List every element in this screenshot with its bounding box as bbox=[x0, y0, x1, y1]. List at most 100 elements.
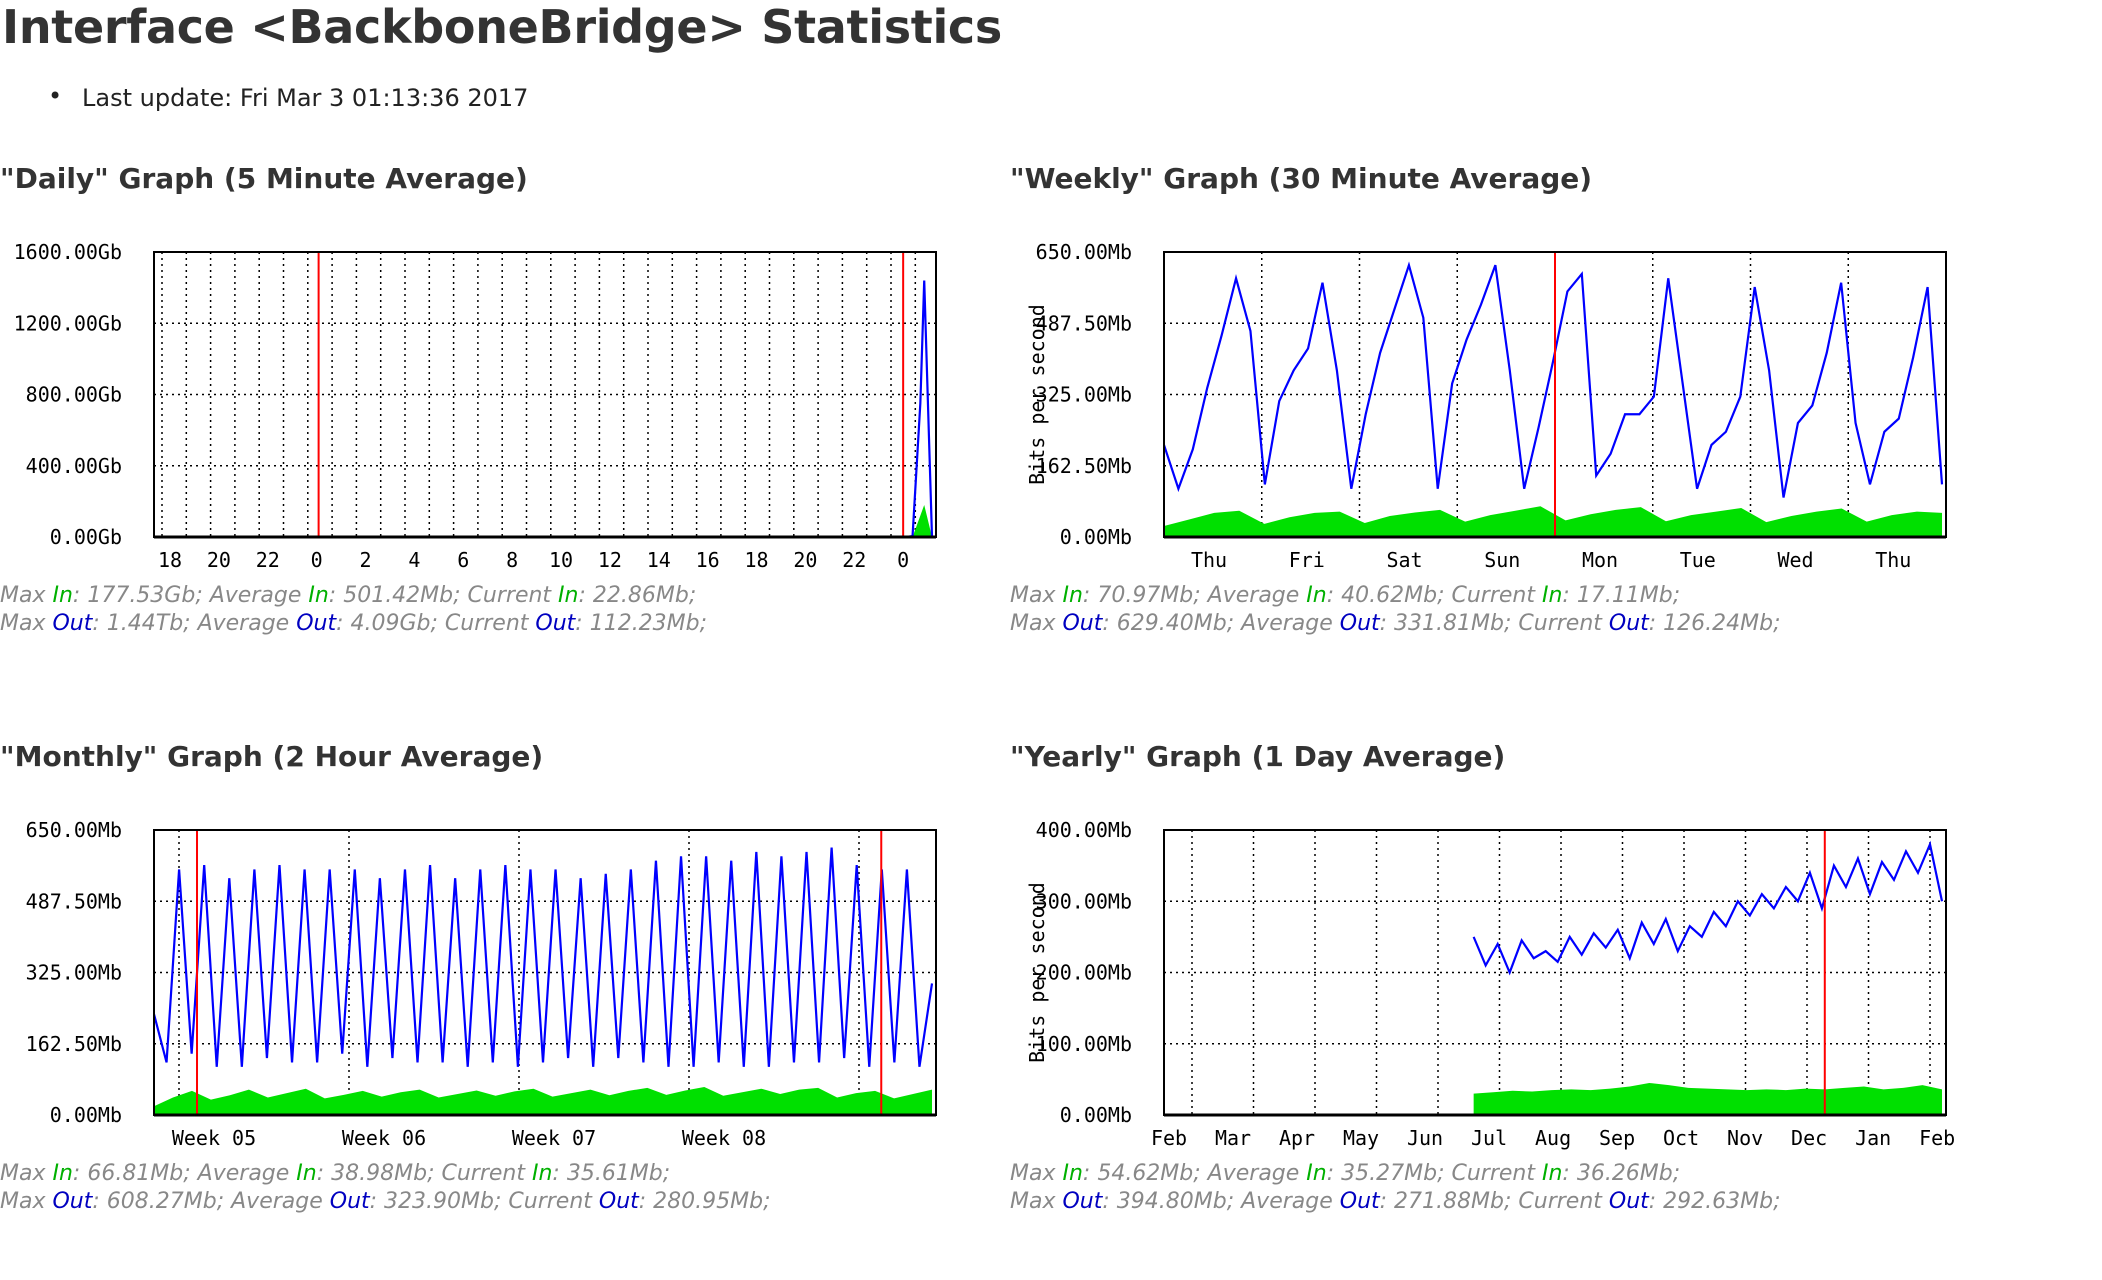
x-tick-label: 20 bbox=[793, 548, 817, 572]
y-tick-label: 400.00Gb bbox=[26, 454, 122, 478]
stat-value: : 280.95Mb; bbox=[638, 1189, 771, 1214]
y-tick-label: 300.00Mb bbox=[1036, 889, 1132, 913]
x-tick-label: 16 bbox=[696, 548, 720, 572]
in-label: In bbox=[1306, 1161, 1327, 1186]
stats-out-line: Max Out: 608.27Mb; Average Out: 323.90Mb… bbox=[0, 1188, 771, 1216]
y-tick-label: 800.00Gb bbox=[26, 383, 122, 407]
x-tick-label: 8 bbox=[506, 548, 518, 572]
stats-label: Average bbox=[197, 1161, 297, 1186]
graph-title: "Weekly" Graph (30 Minute Average) bbox=[1010, 162, 1593, 195]
y-tick-label: 0.00Mb bbox=[50, 1103, 122, 1127]
y-tick-label: 325.00Mb bbox=[1036, 383, 1132, 407]
stats-in-line: Max In: 177.53Gb; Average In: 501.42Mb; … bbox=[0, 582, 707, 610]
out-label: Out bbox=[598, 1189, 639, 1214]
graph-stats: Max In: 54.62Mb; Average In: 35.27Mb; Cu… bbox=[1010, 1160, 1781, 1216]
x-tick-label: Week 08 bbox=[682, 1126, 766, 1150]
in-label: In bbox=[308, 583, 329, 608]
stats-out-line: Max Out: 629.40Mb; Average Out: 331.81Mb… bbox=[1010, 610, 1781, 638]
stats-label: Average bbox=[1207, 583, 1307, 608]
bullet-icon: • bbox=[48, 82, 63, 110]
x-tick-label: Sat bbox=[1386, 548, 1422, 572]
stats-label: Current bbox=[444, 611, 536, 636]
weekly-graph-panel: "Weekly" Graph (30 Minute Average) 0.00M… bbox=[1010, 162, 2010, 702]
graph-title: "Yearly" Graph (1 Day Average) bbox=[1010, 740, 1506, 773]
stats-label: Average bbox=[1207, 1161, 1307, 1186]
page-title: Interface <BackboneBridge> Statistics bbox=[2, 0, 1002, 54]
y-axis-label: Bits per second bbox=[1025, 882, 1049, 1063]
weekly-graph: 0.00Mb 162.50Mb 325.00Mb 487.50Mb 650.00Mb Th… bbox=[1025, 240, 1947, 572]
series-in-area bbox=[1164, 506, 1942, 537]
series-out-line bbox=[152, 847, 934, 1067]
in-label: In bbox=[1062, 1161, 1083, 1186]
stat-value: : 126.24Mb; bbox=[1648, 611, 1781, 636]
stats-label: Current bbox=[1451, 583, 1542, 608]
graph-stats: Max In: 177.53Gb; Average In: 501.42Mb; … bbox=[0, 582, 707, 638]
stats-label: Max bbox=[1010, 1189, 1063, 1214]
in-label: In bbox=[52, 1161, 73, 1186]
stat-value: : 177.53Gb; bbox=[72, 583, 210, 608]
x-tick-label: Mar bbox=[1215, 1126, 1251, 1150]
x-tick-label: Oct bbox=[1663, 1126, 1699, 1150]
y-tick-label: 1600.00Gb bbox=[14, 240, 122, 264]
stat-value: : 323.90Mb; bbox=[369, 1189, 509, 1214]
stats-label: Max bbox=[0, 583, 53, 608]
stats-label: Max bbox=[0, 611, 53, 636]
x-tick-label: Thu bbox=[1875, 548, 1911, 572]
stats-label: Current bbox=[441, 1161, 532, 1186]
out-label: Out bbox=[1339, 1189, 1380, 1214]
stat-value: : 271.88Mb; bbox=[1379, 1189, 1519, 1214]
x-tick-label: Fri bbox=[1289, 548, 1325, 572]
y-tick-label: 100.00Mb bbox=[1036, 1032, 1132, 1056]
stat-value: : 331.81Mb; bbox=[1379, 611, 1519, 636]
stats-label: Current bbox=[1518, 611, 1609, 636]
last-update: • Last update: Fri Mar 3 01:13:36 2017 bbox=[48, 82, 529, 112]
x-tick-label: 0 bbox=[897, 548, 909, 572]
in-label: In bbox=[1062, 583, 1083, 608]
out-label: Out bbox=[52, 611, 93, 636]
y-tick-label: 650.00Mb bbox=[1036, 240, 1132, 264]
stats-label: Max bbox=[1010, 583, 1063, 608]
x-tick-label: 12 bbox=[598, 548, 622, 572]
series-in-area bbox=[154, 1086, 932, 1115]
out-label: Out bbox=[535, 611, 576, 636]
x-tick-label: 18 bbox=[158, 548, 182, 572]
x-tick-label: 20 bbox=[207, 548, 231, 572]
x-tick-label: Mon bbox=[1582, 548, 1618, 572]
graph-title: "Monthly" Graph (2 Hour Average) bbox=[0, 740, 544, 773]
out-label: Out bbox=[1062, 1189, 1103, 1214]
series-out-line bbox=[1472, 840, 1944, 976]
monthly-graph: 0.00Mb 162.50Mb 325.00Mb 487.50Mb 650.00Mb We… bbox=[26, 818, 937, 1150]
x-tick-label: Jun bbox=[1407, 1126, 1443, 1150]
in-label: In bbox=[531, 1161, 553, 1186]
y-tick-label: 0.00Mb bbox=[1060, 1103, 1132, 1127]
x-tick-label: 2 bbox=[359, 548, 371, 572]
x-tick-label: Week 06 bbox=[342, 1126, 426, 1150]
stats-label: Max bbox=[1010, 1161, 1063, 1186]
graph-stats: Max In: 66.81Mb; Average In: 38.98Mb; Cu… bbox=[0, 1160, 771, 1216]
x-tick-label: May bbox=[1343, 1126, 1379, 1150]
x-tick-label: 4 bbox=[408, 548, 420, 572]
stats-in-line: Max In: 66.81Mb; Average In: 38.98Mb; Cu… bbox=[0, 1160, 771, 1188]
stat-value: : 35.61Mb; bbox=[552, 1161, 671, 1186]
out-label: Out bbox=[52, 1189, 93, 1214]
stats-label: Current bbox=[1451, 1161, 1542, 1186]
out-label: Out bbox=[1608, 1189, 1649, 1214]
x-tick-label: Feb bbox=[1919, 1126, 1955, 1150]
x-tick-label: 22 bbox=[842, 548, 866, 572]
daily-graph-panel: "Daily" Graph (5 Minute Average) 0.00Gb 4… bbox=[0, 162, 1000, 702]
stats-label: Max bbox=[1010, 611, 1063, 636]
stat-value: : 54.62Mb; bbox=[1082, 1161, 1208, 1186]
x-tick-label: Dec bbox=[1791, 1126, 1827, 1150]
stat-value: : 608.27Mb; bbox=[92, 1189, 232, 1214]
x-tick-label: Jul bbox=[1471, 1126, 1507, 1150]
stats-label: Max bbox=[0, 1161, 53, 1186]
y-tick-label: 162.50Mb bbox=[26, 1032, 122, 1056]
y-axis-label: Bits per second bbox=[1025, 304, 1049, 485]
stat-value: : 629.40Mb; bbox=[1102, 611, 1242, 636]
x-tick-label: 18 bbox=[745, 548, 769, 572]
last-update-text: Last update: Fri Mar 3 01:13:36 2017 bbox=[82, 84, 529, 112]
y-tick-label: 487.50Mb bbox=[26, 889, 122, 913]
stats-out-line: Max Out: 1.44Tb; Average Out: 4.09Gb; Cu… bbox=[0, 610, 707, 638]
x-tick-label: Week 07 bbox=[512, 1126, 596, 1150]
x-tick-label: Tue bbox=[1680, 548, 1716, 572]
